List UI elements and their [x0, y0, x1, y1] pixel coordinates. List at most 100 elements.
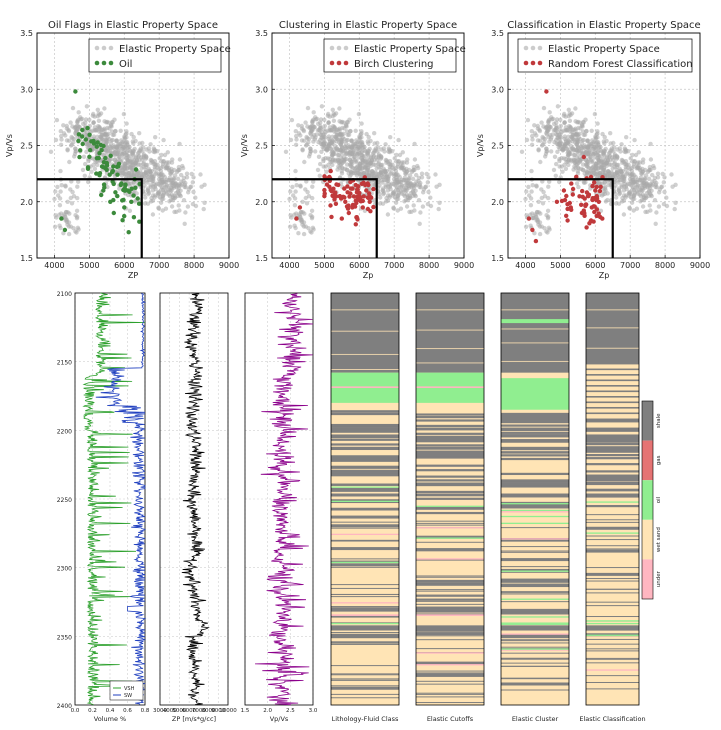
- background-point: [642, 183, 647, 188]
- background-point: [604, 155, 610, 160]
- background-point: [621, 174, 626, 179]
- background-point: [146, 190, 152, 196]
- background-point: [646, 176, 652, 181]
- background-point: [137, 141, 142, 146]
- x-tick-label: 5000: [79, 261, 99, 270]
- background-point: [59, 137, 64, 142]
- background-point: [372, 141, 377, 146]
- highlight-point: [97, 151, 102, 156]
- highlight-point: [371, 204, 376, 210]
- shale-stringer: [586, 675, 639, 677]
- background-point: [305, 105, 311, 111]
- shale-band: [416, 493, 484, 497]
- minor-band: [416, 505, 484, 507]
- background-point: [128, 160, 133, 165]
- legend-box: [517, 38, 693, 73]
- track-xlabel: Vp/Vs: [270, 715, 289, 723]
- background-point: [370, 172, 375, 177]
- background-point: [301, 220, 307, 225]
- shale-stringer: [416, 576, 484, 578]
- background-point: [436, 206, 441, 212]
- background-point: [119, 150, 124, 156]
- legend-marker: [523, 45, 529, 51]
- shale-stringer: [501, 593, 569, 595]
- background-point: [322, 140, 327, 145]
- background-point: [298, 218, 303, 223]
- background-point: [411, 183, 416, 189]
- background-point: [64, 138, 70, 143]
- background-point: [613, 201, 619, 206]
- background-point: [190, 180, 195, 185]
- shale-stringer: [501, 652, 569, 654]
- highlight-point: [108, 153, 113, 158]
- shale-stringer: [331, 606, 399, 608]
- background-point: [388, 171, 394, 177]
- highlight-point: [533, 238, 539, 244]
- background-point: [573, 160, 578, 165]
- background-point: [294, 211, 299, 216]
- background-point: [404, 197, 409, 203]
- shale-stringer: [586, 470, 639, 473]
- background-point: [391, 205, 396, 210]
- background-point: [572, 164, 577, 169]
- highlight-point: [581, 208, 586, 213]
- background-point: [534, 133, 539, 138]
- background-point: [580, 138, 585, 143]
- shale-stringer: [331, 558, 399, 560]
- background-point: [619, 183, 624, 188]
- highlight-point: [584, 225, 589, 230]
- background-point: [133, 155, 139, 160]
- background-point: [52, 196, 57, 202]
- shale-stringer: [586, 588, 639, 590]
- background-point: [124, 131, 129, 136]
- background-point: [67, 159, 72, 165]
- shale-stringer: [501, 540, 569, 542]
- track-vpvs: 1.5 2.0 2.5 3.0 Vp/Vs: [241, 292, 318, 723]
- background-point: [534, 218, 539, 223]
- shale-stringer: [416, 432, 484, 435]
- background-point: [399, 165, 404, 170]
- background-point: [161, 159, 166, 164]
- background-point: [659, 185, 664, 190]
- x-tick-label: 4000: [44, 261, 64, 270]
- shale-stringer: [416, 435, 484, 443]
- background-point: [599, 193, 605, 198]
- background-point: [385, 193, 391, 198]
- background-point: [338, 155, 343, 160]
- y-tick-label: 3.0: [255, 85, 268, 94]
- highlight-point: [577, 194, 582, 199]
- minor-band: [586, 620, 639, 622]
- shale-band: [416, 608, 484, 613]
- background-point: [411, 167, 416, 172]
- background-point: [189, 171, 194, 177]
- background-point: [290, 184, 295, 190]
- background-point: [426, 175, 431, 180]
- highlight-point: [111, 164, 116, 169]
- highlight-point: [62, 227, 68, 233]
- shale-stringer: [501, 689, 569, 691]
- background-point: [76, 124, 82, 130]
- background-point: [53, 137, 59, 143]
- shale-stringer: [331, 455, 399, 462]
- background-point: [162, 185, 167, 190]
- background-point: [48, 149, 54, 154]
- background-point: [622, 146, 627, 151]
- track-tick-label: 6000: [182, 708, 196, 714]
- shale-stringer: [416, 661, 484, 665]
- legend-marker: [108, 45, 114, 51]
- background-point: [179, 172, 184, 178]
- shale-band: [586, 626, 639, 631]
- background-point: [321, 164, 326, 169]
- background-point: [638, 168, 643, 173]
- background-point: [612, 160, 617, 165]
- background-point: [307, 154, 312, 159]
- highlight-point: [597, 214, 603, 220]
- y-tick-label: 3.5: [255, 29, 268, 38]
- background-point: [554, 141, 559, 146]
- shale-stringer: [416, 511, 484, 515]
- background-point: [82, 173, 88, 178]
- highlight-point: [564, 193, 569, 199]
- background-point: [589, 128, 594, 133]
- minor-band: [501, 511, 569, 513]
- background-point: [376, 145, 381, 150]
